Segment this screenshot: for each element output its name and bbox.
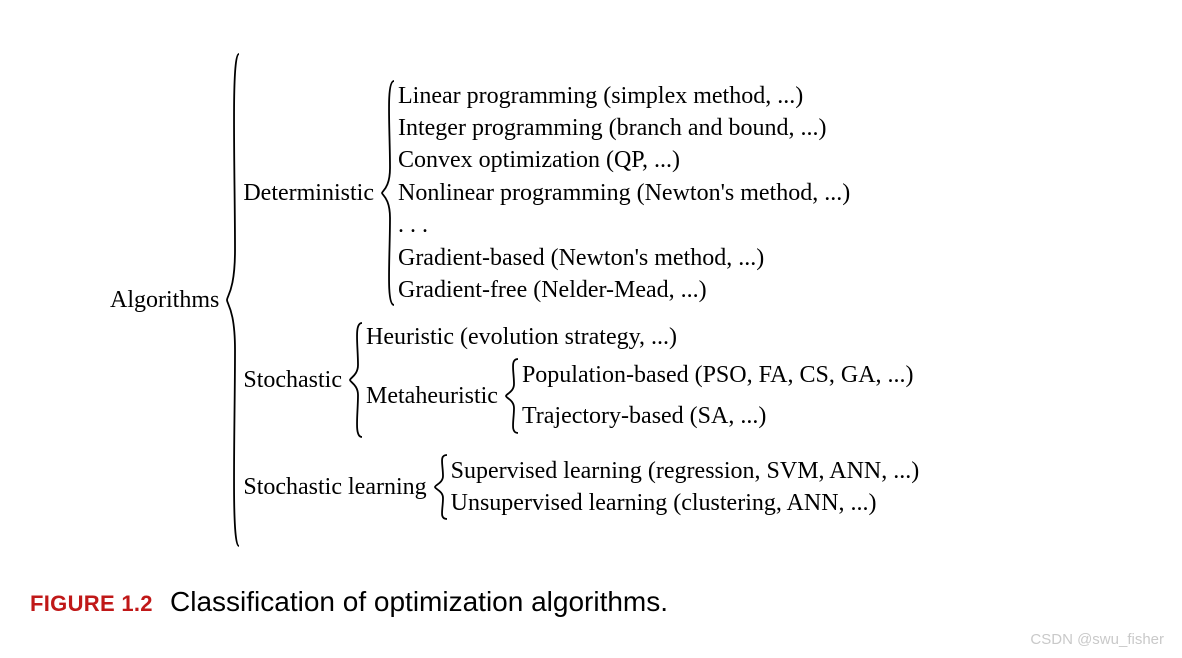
deterministic-label: Deterministic [243, 180, 380, 207]
leaf-item: Gradient-free (Nelder-Mead, ...) [398, 274, 850, 306]
leaf-item: Convex optimization (QP, ...) [398, 144, 850, 176]
brace-icon [433, 452, 451, 522]
leaf-item: . . . [398, 209, 850, 241]
leaf-item: Heuristic (evolution strategy, ...) [366, 321, 914, 353]
figure-tag: FIGURE 1.2 [30, 591, 153, 616]
watermark-text: CSDN @swu_fisher [1030, 631, 1164, 648]
root-label: Algorithms [110, 287, 225, 314]
leaf-item: Population-based (PSO, FA, CS, GA, ...) [522, 355, 914, 396]
leaf-item: Trajectory-based (SA, ...) [522, 396, 914, 437]
metaheuristic-group: Metaheuristic Population-based (PSO, FA,… [366, 355, 914, 437]
stochastic-children: Heuristic (evolution strategy, ...) Meta… [366, 321, 914, 439]
deterministic-group: Deterministic Linear programming (simple… [243, 78, 919, 308]
classification-tree: Algorithms Deterministic Linear programm… [110, 50, 1162, 550]
leaf-item: Integer programming (branch and bound, .… [398, 112, 850, 144]
learning-children: Supervised learning (regression, SVM, AN… [451, 455, 920, 520]
leaf-item: Gradient-based (Newton's method, ...) [398, 242, 850, 274]
root-group: Algorithms Deterministic Linear programm… [110, 50, 1162, 550]
metaheuristic-label: Metaheuristic [366, 383, 504, 410]
leaf-item: Unsupervised learning (clustering, ANN, … [451, 487, 920, 519]
figure-caption: Classification of optimization algorithm… [170, 586, 668, 617]
stochastic-learning-group: Stochastic learning Supervised learning … [243, 452, 919, 522]
brace-icon [380, 78, 398, 308]
leaf-item: Linear programming (simplex method, ...) [398, 80, 850, 112]
brace-icon [504, 356, 522, 436]
root-children: Deterministic Linear programming (simple… [243, 72, 919, 528]
deterministic-children: Linear programming (simplex method, ...)… [398, 80, 850, 307]
stochastic-learning-label: Stochastic learning [243, 474, 432, 501]
figure-caption-line: FIGURE 1.2 Classification of optimizatio… [30, 586, 668, 618]
brace-icon [348, 320, 366, 440]
stochastic-group: Stochastic Heuristic (evolution strategy… [243, 320, 919, 440]
stochastic-label: Stochastic [243, 367, 348, 394]
leaf-item: Nonlinear programming (Newton's method, … [398, 177, 850, 209]
metaheuristic-children: Population-based (PSO, FA, CS, GA, ...) … [522, 355, 914, 437]
leaf-item: Supervised learning (regression, SVM, AN… [451, 455, 920, 487]
brace-icon [225, 50, 243, 550]
